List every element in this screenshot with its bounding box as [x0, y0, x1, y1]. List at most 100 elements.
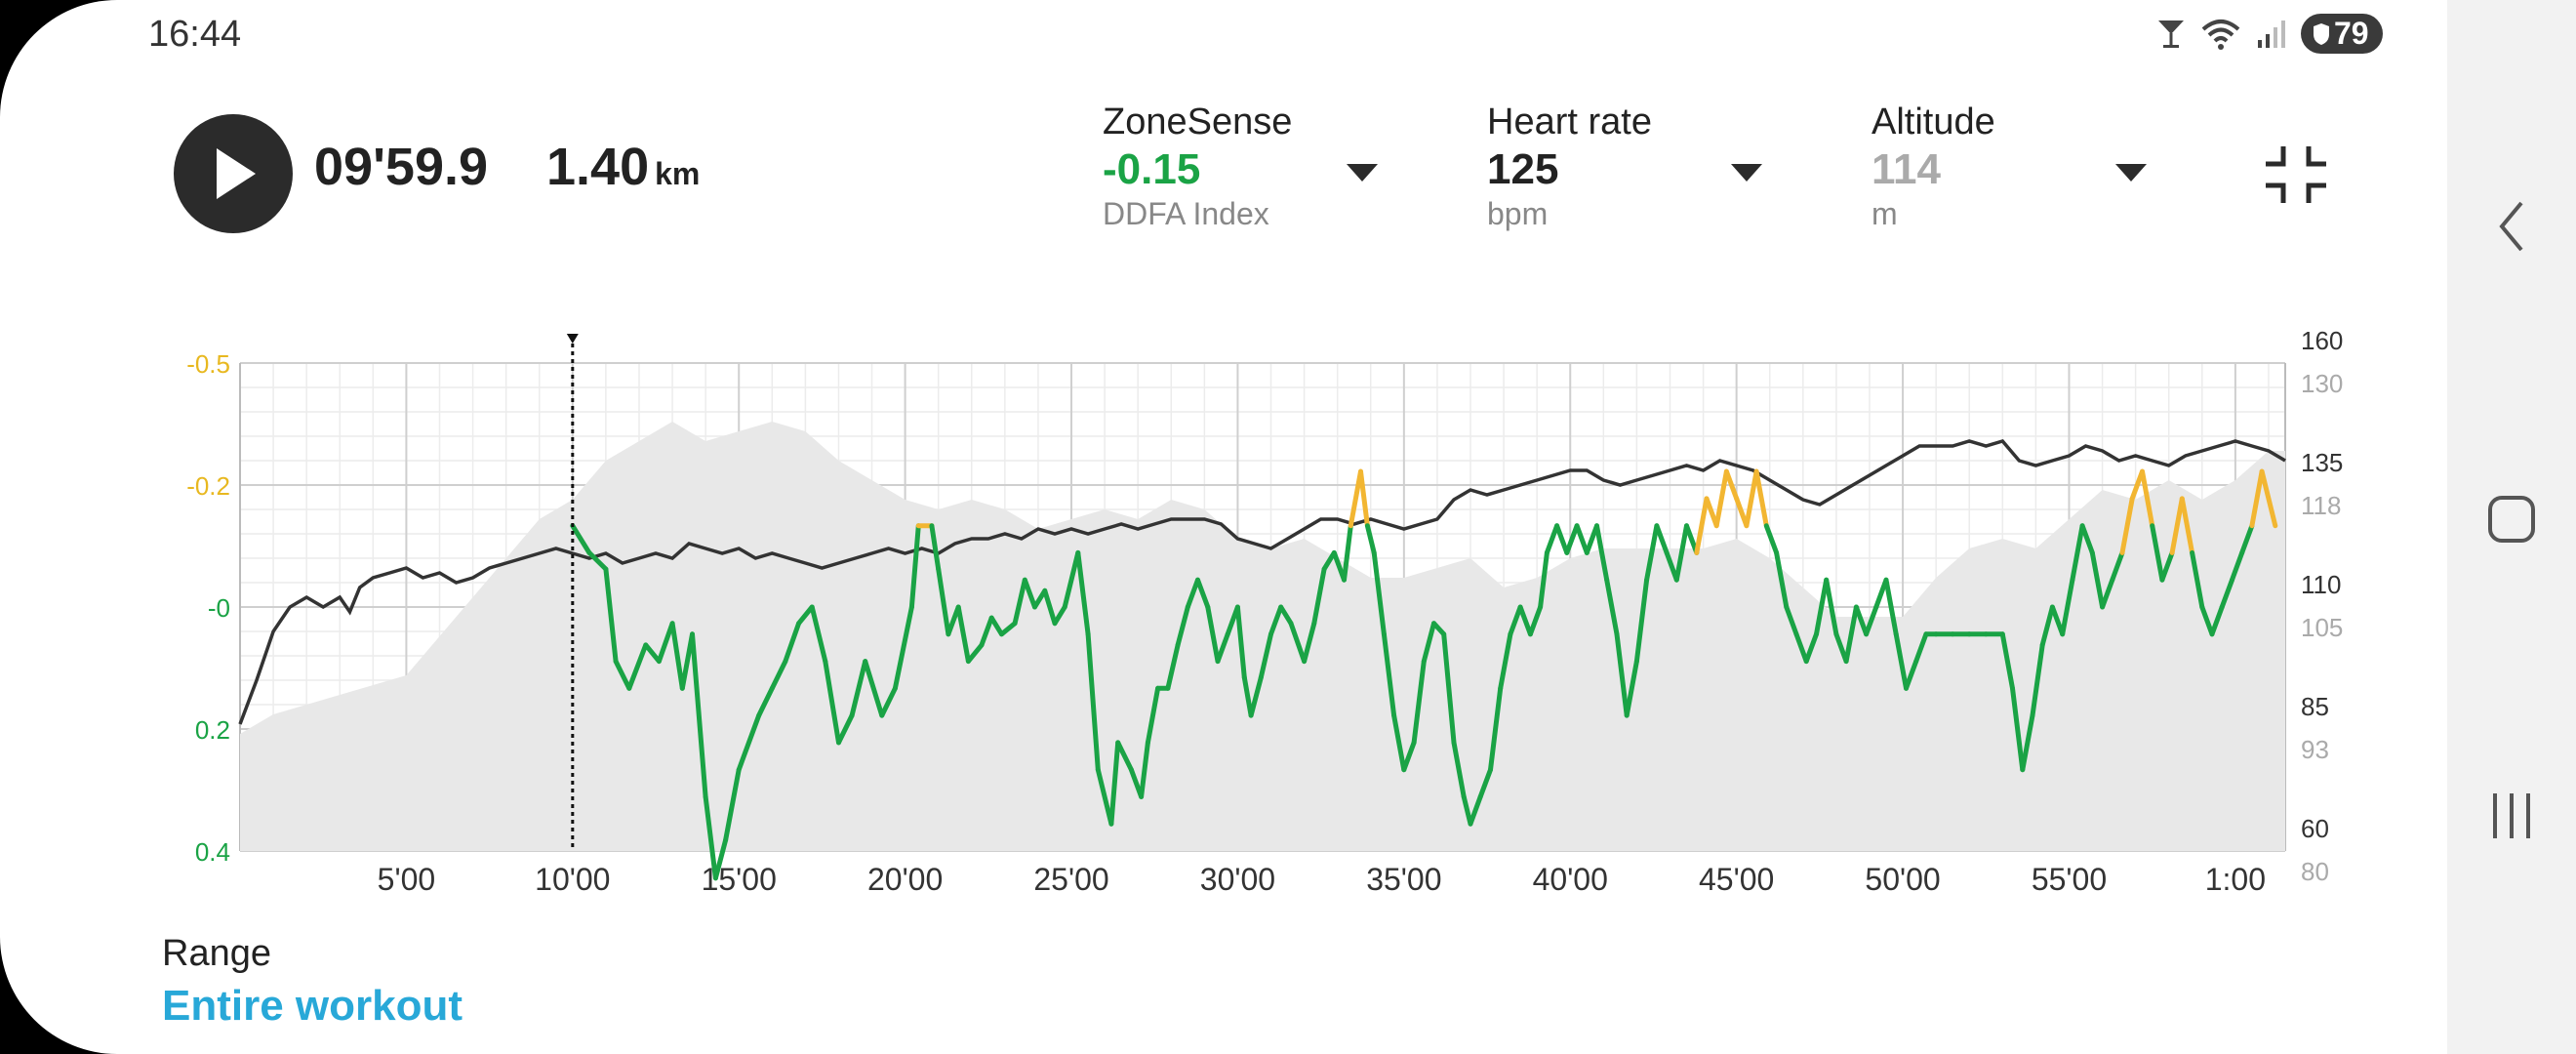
- zonesense-segment: [1584, 523, 1599, 555]
- zonesense-segment: [1195, 577, 1211, 610]
- time-cursor[interactable]: [566, 334, 579, 851]
- metric-label: Heart rate: [1487, 101, 1652, 142]
- zonesense-segment: [2039, 604, 2055, 648]
- zonesense-segment: [1358, 468, 1370, 529]
- zonesense-segment: [1803, 631, 1819, 665]
- zonesense-segment: [836, 712, 855, 746]
- zonesense-segment: [643, 642, 662, 665]
- heart-rate-tick-label: 135: [2301, 448, 2343, 477]
- zonesense-segment: [1873, 577, 1889, 610]
- dropdown-caret-icon[interactable]: [1347, 164, 1378, 182]
- status-icons: 79: [2156, 14, 2383, 54]
- home-button[interactable]: [2476, 484, 2547, 554]
- home-icon: [2488, 496, 2535, 543]
- zonesense-segment: [669, 621, 685, 691]
- left-tick-label: 0.2: [195, 715, 230, 745]
- play-button[interactable]: [174, 114, 293, 233]
- zonesense-segment: [2089, 549, 2106, 610]
- recents-button[interactable]: [2476, 781, 2547, 851]
- zonesense-segment: [1853, 604, 1870, 637]
- x-tick-label: 55'00: [2032, 862, 2107, 897]
- zonesense-segment: [769, 659, 788, 691]
- zonesense-segment: [1744, 468, 1759, 529]
- zonesense-segment: [783, 621, 802, 665]
- back-icon: [2499, 201, 2523, 252]
- zonesense-segment: [1833, 631, 1849, 665]
- zonesense-segment: [1544, 523, 1560, 555]
- zonesense-segment: [1108, 740, 1121, 827]
- zonesense-segment: [2179, 496, 2195, 555]
- range-selector[interactable]: Entire workout: [162, 982, 463, 1030]
- zonesense-segment: [1704, 496, 1719, 529]
- zonesense-segment: [2030, 642, 2045, 718]
- zonesense-segment: [2020, 712, 2035, 773]
- x-tick-label: 30'00: [1200, 862, 1275, 897]
- zonesense-segment: [1364, 523, 1377, 555]
- zonesense-segment: [1258, 631, 1273, 680]
- zonesense-segment: [1234, 604, 1247, 680]
- signal-icon: [2258, 20, 2285, 48]
- zonesense-segment: [1633, 577, 1650, 665]
- zonesense-segment: [1574, 523, 1590, 555]
- zonesense-segment: [1012, 577, 1027, 627]
- metric-value: -0.15: [1103, 145, 1201, 193]
- workout-chart[interactable]: -0.5 -0.2 -0 0.2 0.4 160 135 110 85 60 130 118 105 9…: [0, 312, 2447, 917]
- metric-value: 114: [1872, 145, 1941, 193]
- zonesense-segment: [1411, 659, 1427, 746]
- zonesense-segment: [2190, 549, 2205, 610]
- zonesense-segment: [2070, 523, 2085, 583]
- dropdown-caret-icon[interactable]: [2115, 164, 2147, 182]
- dropdown-caret-icon[interactable]: [1731, 164, 1762, 182]
- zonesense-segment: [929, 523, 942, 572]
- zonesense-segment: [979, 615, 994, 648]
- zonesense-segment: [1723, 468, 1740, 502]
- heart-rate-line: [238, 439, 2286, 725]
- zonesense-segment: [988, 615, 1004, 637]
- distance-value: 1.40: [546, 138, 650, 196]
- zonesense-segment: [1215, 631, 1230, 665]
- zonesense-segment: [1145, 685, 1161, 746]
- zonesense-segment: [703, 793, 718, 881]
- zonesense-segment: [2249, 468, 2265, 529]
- zonesense-line: [570, 468, 2278, 881]
- zonesense-segment: [1095, 767, 1114, 827]
- zonesense-segment: [613, 659, 632, 691]
- x-tick-label: 40'00: [1533, 862, 1608, 897]
- zonesense-segment: [1288, 621, 1308, 665]
- zonesense-segment: [1139, 740, 1150, 799]
- x-tick-label: 25'00: [1033, 862, 1108, 897]
- zonesense-segment: [999, 621, 1018, 637]
- zonesense-segment: [1564, 523, 1580, 555]
- metric-altitude[interactable]: Altitude 114 m: [1872, 101, 2164, 232]
- collapse-icon[interactable]: [2262, 142, 2330, 207]
- zonesense-segment: [1654, 523, 1670, 555]
- cocktail-icon: [2158, 20, 2184, 48]
- zonesense-segment: [1734, 496, 1750, 529]
- zonesense-segment: [1843, 604, 1859, 665]
- elapsed-time: 09'59.9: [314, 138, 489, 196]
- zonesense-segment: [1461, 793, 1473, 827]
- heart-rate-tick-label: 110: [2301, 570, 2341, 599]
- zonesense-segment: [1205, 604, 1221, 665]
- metric-zonesense[interactable]: ZoneSense -0.15 DDFA Index: [1103, 101, 1395, 232]
- zonesense-segment: [1302, 621, 1317, 665]
- zonesense-segment: [1893, 631, 1909, 691]
- range-label: Range: [162, 933, 271, 974]
- zonesense-segment: [1774, 549, 1790, 610]
- zonesense-segment: [2209, 604, 2225, 637]
- zonesense-segment: [1673, 523, 1689, 583]
- zonesense-segment: [2140, 468, 2155, 529]
- altitude-tick-label: 80: [2301, 857, 2329, 886]
- zonesense-segment: [2230, 549, 2245, 583]
- zonesense-segment: [1348, 468, 1363, 529]
- zonesense-segment: [1371, 549, 1387, 637]
- altitude-area: [240, 422, 2285, 851]
- metric-unit: DDFA Index: [1103, 196, 1269, 231]
- zonesense-segment: [2169, 496, 2185, 555]
- app-screen: 16:44 79 09'59.9 1.40 km ZoneSense -0.15 …: [0, 0, 2447, 1054]
- metric-heart-rate[interactable]: Heart rate 125 bpm: [1487, 101, 1780, 232]
- zonesense-segment: [570, 523, 592, 555]
- back-button[interactable]: [2476, 191, 2547, 262]
- zonesense-segment: [1664, 549, 1679, 583]
- zonesense-segment: [2010, 685, 2026, 773]
